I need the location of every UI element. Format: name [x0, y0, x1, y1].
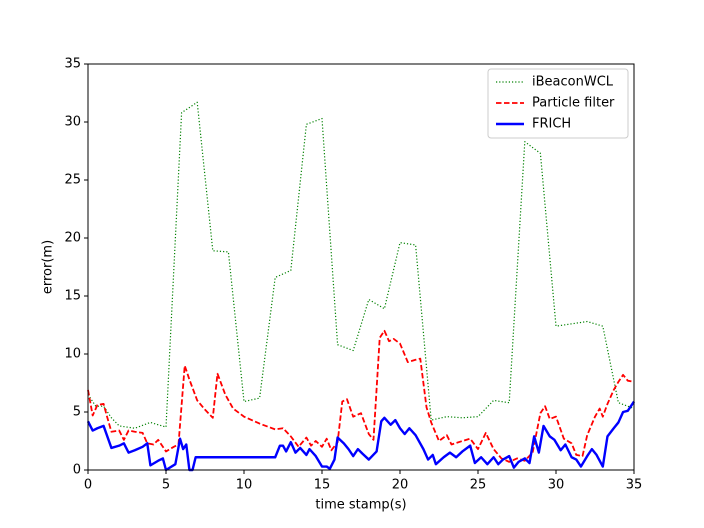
y-tick-label: 5 [73, 405, 81, 420]
y-tick-label: 20 [64, 231, 81, 246]
y-tick-label: 10 [64, 347, 81, 362]
x-tick-label: 0 [84, 478, 92, 493]
y-tick-label: 25 [64, 173, 81, 188]
y-tick-label: 0 [73, 463, 81, 478]
x-tick-label: 30 [548, 478, 565, 493]
x-tick-label: 25 [470, 478, 487, 493]
legend-label: iBeaconWCL [532, 75, 614, 90]
y-tick-label: 35 [64, 57, 81, 72]
legend-box [487, 68, 629, 139]
x-axis-label: time stamp(s) [315, 498, 406, 513]
y-tick-label: 30 [64, 115, 81, 130]
x-tick-label: 20 [392, 478, 409, 493]
plot-frame [87, 63, 635, 471]
x-tick-label: 35 [626, 478, 643, 493]
line-series [86, 400, 635, 472]
y-axis-label: error(m) [41, 240, 56, 294]
legend-label: Particle filter [532, 96, 615, 111]
line-series [87, 101, 635, 429]
x-tick-label: 10 [236, 478, 253, 493]
legend-label: FRICH [532, 117, 571, 132]
x-tick-label: 15 [314, 478, 331, 493]
y-tick-label: 15 [64, 289, 81, 304]
x-tick-label: 5 [162, 478, 170, 493]
line-series [87, 329, 635, 463]
